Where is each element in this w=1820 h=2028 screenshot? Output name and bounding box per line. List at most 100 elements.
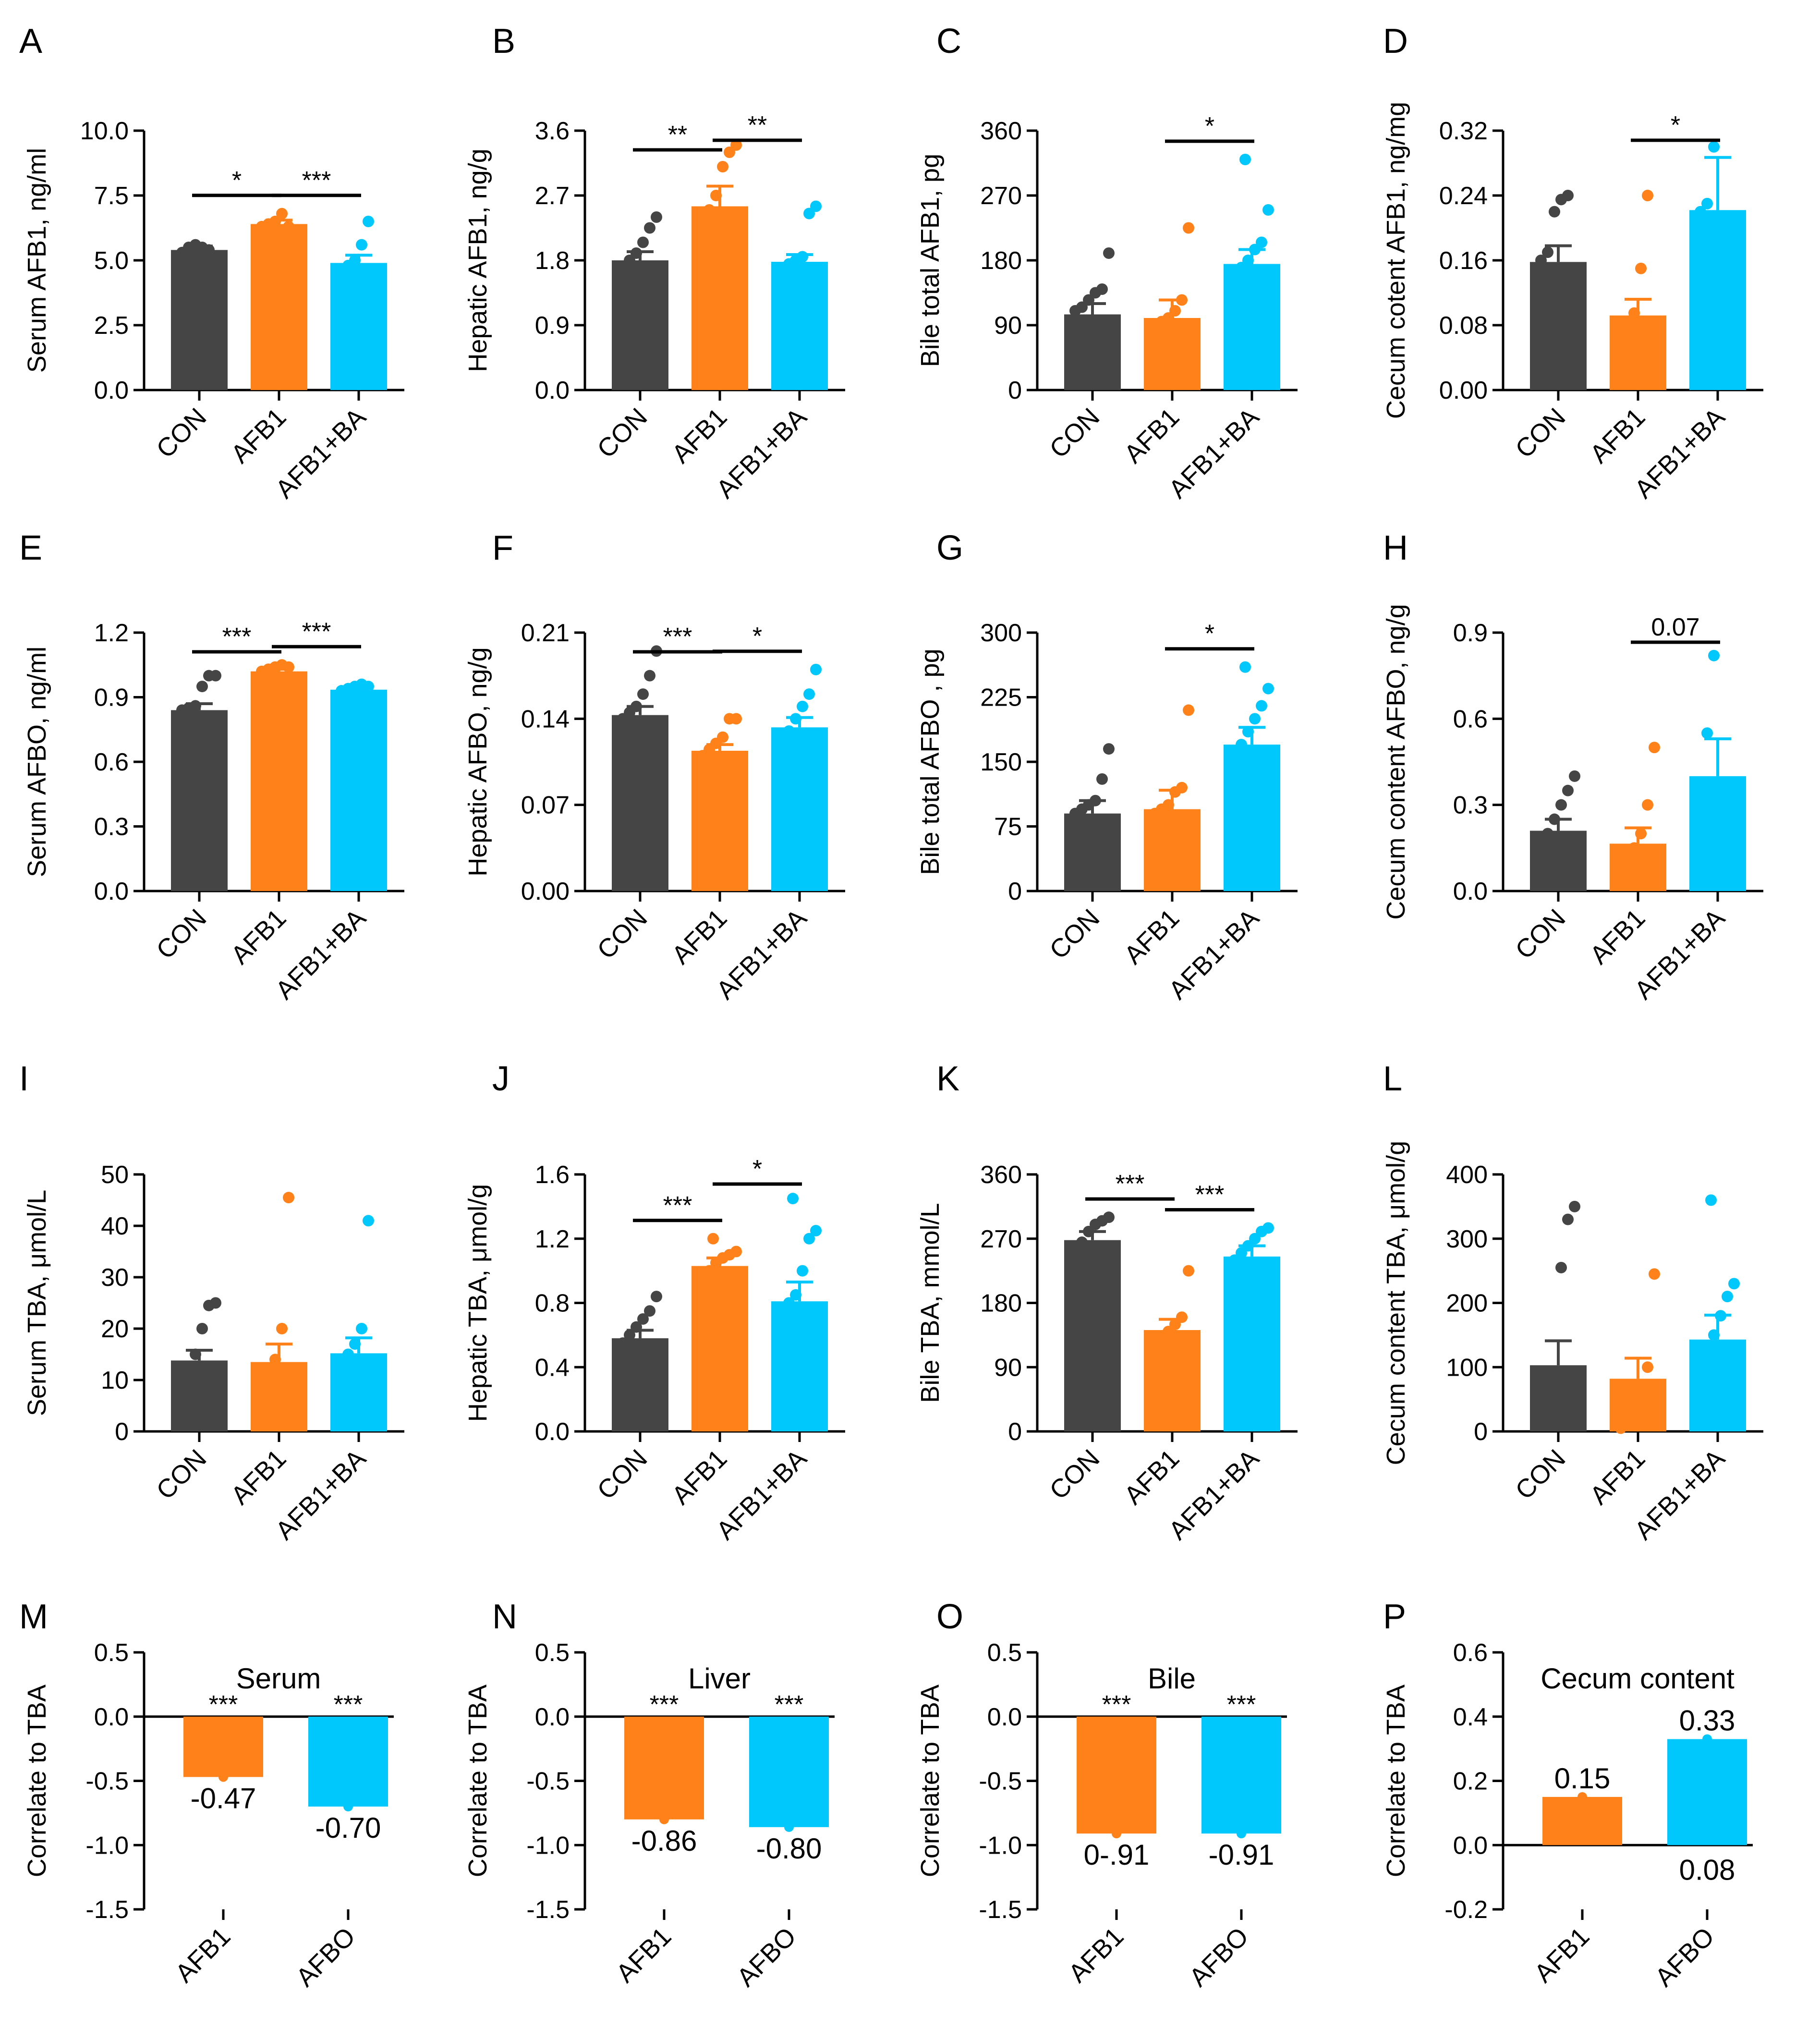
bar-afb1-ba	[1224, 1256, 1280, 1431]
x-tick-label: AFB1	[1585, 904, 1651, 970]
y-tick-label: 90	[994, 1354, 1022, 1381]
y-tick-label: 2.5	[94, 312, 129, 340]
bar-con	[612, 1338, 668, 1431]
bar-afb1-ba	[771, 262, 828, 390]
data-point	[637, 688, 649, 700]
data-point	[1701, 1355, 1713, 1367]
data-point	[1577, 1792, 1587, 1802]
corr-bar-afb1	[1077, 1716, 1156, 1834]
value-label: 0.33	[1679, 1705, 1735, 1737]
corr-bar-afb1	[183, 1716, 263, 1777]
y-tick-label: 0.3	[94, 813, 129, 841]
data-point	[190, 1348, 201, 1360]
y-tick-label: -0.5	[85, 1768, 129, 1796]
x-tick-label: CON	[1044, 403, 1105, 464]
significance-label: ***	[302, 618, 331, 646]
data-point	[1622, 319, 1633, 331]
y-tick-label: 20	[101, 1315, 129, 1343]
data-point	[631, 247, 642, 259]
data-point	[356, 239, 367, 251]
data-point	[797, 700, 808, 712]
significance-label: *	[1205, 112, 1214, 140]
bar-con	[171, 1360, 228, 1431]
y-tick-label: 0.3	[1453, 792, 1488, 819]
data-point	[256, 1374, 267, 1386]
y-tick-label: 180	[980, 247, 1022, 275]
y-tick-label: 0.0	[1453, 878, 1488, 905]
bar-afb1-ba	[1689, 1339, 1746, 1431]
data-point	[1256, 236, 1267, 248]
y-axis-label: Correlate to TBA	[463, 1685, 492, 1877]
data-point	[1262, 204, 1274, 216]
data-point	[263, 1364, 274, 1376]
data-point	[1090, 794, 1101, 806]
data-point	[704, 1265, 715, 1277]
y-tick-label: 1.6	[535, 1161, 570, 1189]
data-point	[651, 1291, 662, 1303]
y-tick-label: 2.7	[535, 182, 570, 210]
panel-h: H Cecum content AFBO, ng/g 0.0 0.3 0.6 0.9 CON…	[1382, 529, 1763, 1005]
significance-label: *	[752, 1155, 762, 1183]
panel-letter: H	[1383, 529, 1408, 567]
y-tick-label: 300	[1446, 1225, 1488, 1253]
data-point	[276, 208, 288, 220]
y-tick-label: 0.00	[521, 878, 570, 905]
bar-afb1	[692, 206, 748, 390]
data-point	[803, 208, 815, 220]
y-axis-label: Hepatic AFB1, ng/g	[463, 148, 492, 372]
y-axis-label: Correlate to TBA	[23, 1685, 51, 1877]
corr-bar-afbo	[308, 1716, 388, 1807]
significance-label: ***	[222, 623, 252, 651]
significance-label: 0.07	[1651, 613, 1699, 641]
data-point	[697, 219, 708, 230]
data-point	[1249, 244, 1261, 256]
y-axis-label: Serum AFB1, ng/ml	[23, 148, 51, 373]
y-tick-label: 30	[101, 1264, 129, 1292]
data-point	[1569, 770, 1580, 782]
x-tick-label: AFB1	[667, 904, 733, 970]
data-point	[637, 236, 649, 248]
bar-afb1	[692, 1266, 748, 1431]
corr-bar-afbo	[1667, 1739, 1747, 1845]
data-point	[1103, 1211, 1115, 1223]
y-axis-label: Cecum cotent AFB1, ng/mg	[1382, 102, 1410, 419]
x-tick-label: CON	[1510, 1444, 1571, 1505]
y-tick-label: 0	[1008, 1418, 1022, 1446]
data-point	[1076, 1236, 1088, 1248]
data-point	[1239, 154, 1251, 165]
significance-label: ***	[302, 167, 331, 195]
y-tick-label: 0.0	[1453, 1832, 1488, 1859]
y-tick-label: 0.07	[521, 792, 570, 819]
data-point	[803, 1233, 815, 1245]
data-point	[1549, 206, 1560, 218]
y-tick-label: 0.2	[1453, 1768, 1488, 1796]
data-point	[1615, 871, 1626, 883]
data-point	[283, 661, 294, 673]
x-tick-label: AFB1	[1119, 1444, 1185, 1510]
data-point	[707, 1233, 719, 1245]
data-point	[356, 1323, 367, 1334]
significance-label: ***	[209, 1691, 238, 1719]
data-point	[730, 713, 742, 725]
y-tick-label: -1.0	[526, 1832, 570, 1859]
data-point	[1535, 255, 1547, 266]
significance-label: ***	[663, 623, 692, 651]
data-point	[631, 700, 642, 712]
data-point	[1103, 247, 1115, 259]
panel-p: P Correlate to TBA -0.2 0.0 0.2 0.4 0.6 AFB1 AFB…	[1382, 1598, 1753, 1992]
x-tick-label: CON	[1044, 904, 1105, 965]
corr-bar-afbo	[1201, 1716, 1281, 1834]
panel-j: J Hepatic TBA, μmol/g 0.0 0.4 0.8 1.2 1.6 CON AF…	[463, 1060, 845, 1545]
significance-label: ***	[1102, 1691, 1131, 1719]
data-point	[730, 1246, 742, 1258]
significance-label: ***	[1116, 1170, 1145, 1198]
y-tick-label: 100	[1446, 1354, 1488, 1381]
bar-afb1	[251, 1362, 307, 1431]
data-point	[637, 1313, 649, 1325]
data-point	[343, 1802, 353, 1811]
data-point	[617, 1337, 629, 1349]
y-axis-label: Cecum content TBA, μmol/g	[1382, 1141, 1410, 1465]
panel-letter: L	[1383, 1060, 1402, 1098]
y-tick-label: 0.6	[1453, 1639, 1488, 1667]
